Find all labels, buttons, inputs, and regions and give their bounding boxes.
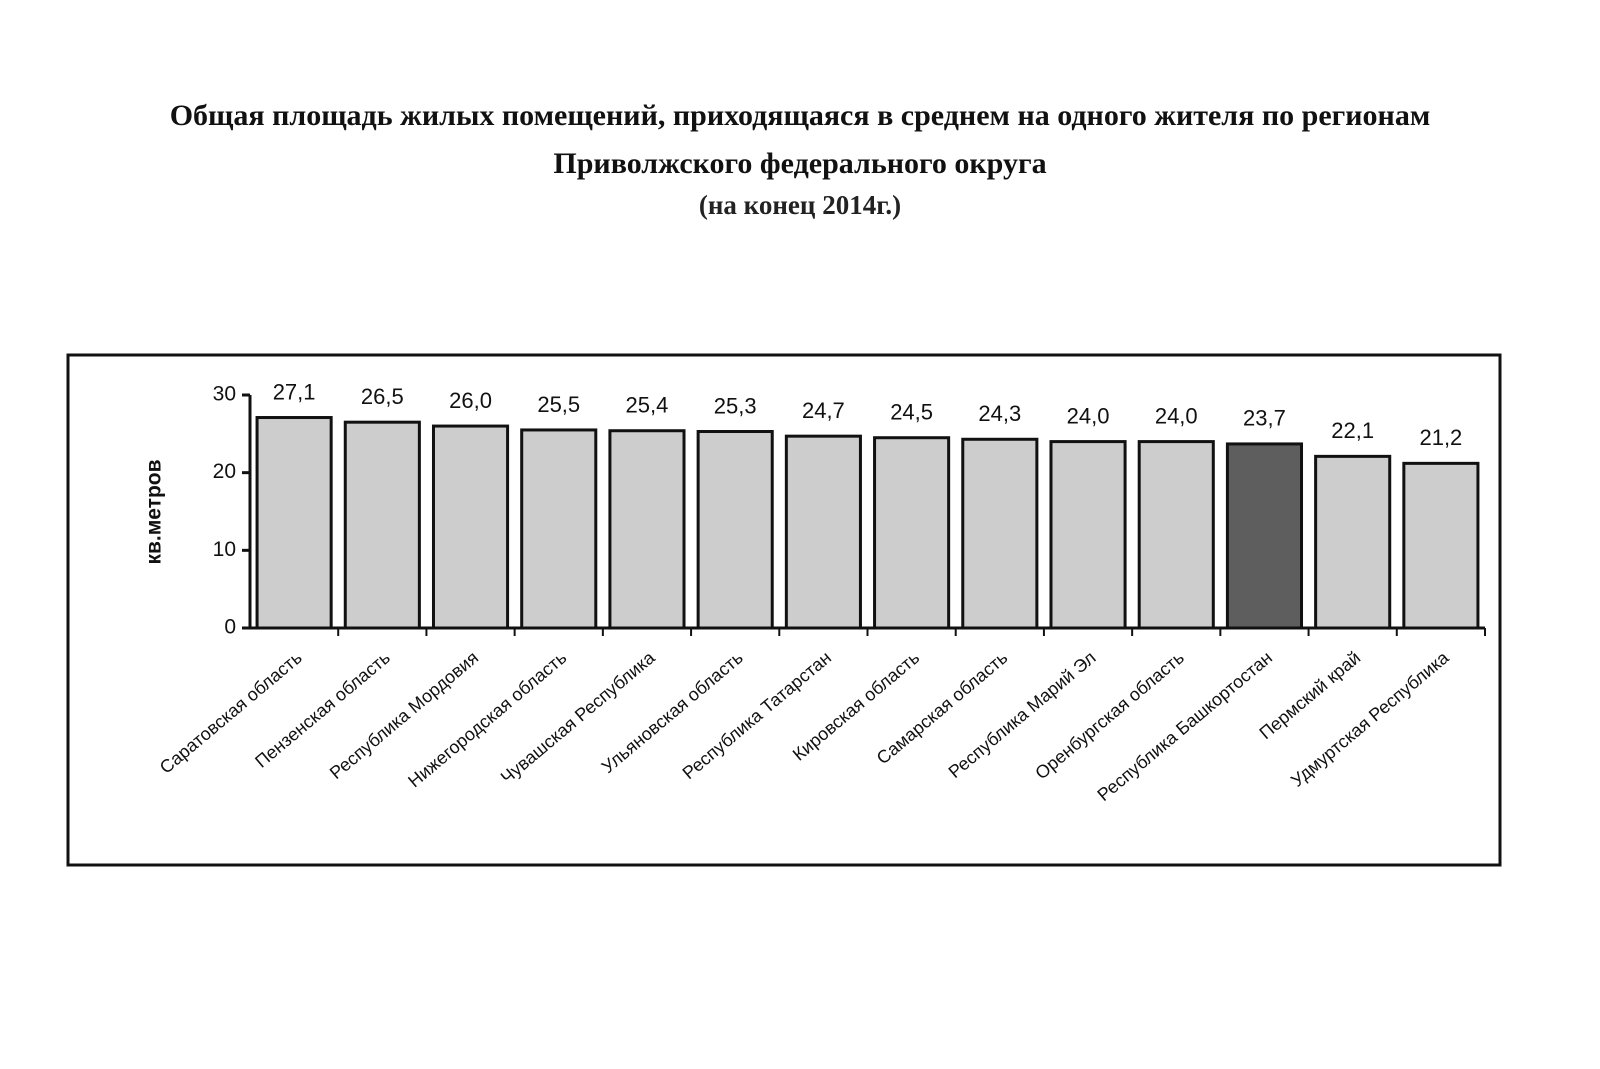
x-tick-label: Саратовская область xyxy=(156,647,306,777)
value-label: 23,7 xyxy=(1243,406,1286,431)
x-tick-label: Республика Марий Эл xyxy=(945,647,1100,782)
value-label: 24,0 xyxy=(1155,403,1198,428)
y-tick-label: 30 xyxy=(213,383,236,406)
x-tick-label: Нижегородская область xyxy=(404,647,570,791)
value-label: 24,7 xyxy=(802,398,845,423)
value-label: 26,0 xyxy=(449,388,492,413)
value-label: 22,1 xyxy=(1331,418,1374,443)
y-tick-label: 20 xyxy=(213,460,236,483)
x-tick-label: Республика Татарстан xyxy=(679,647,835,783)
y-tick-label: 10 xyxy=(213,538,236,561)
x-tick-label: Республика Башкортостан xyxy=(1094,647,1277,805)
chart-subtitle: (на конец 2014г.) xyxy=(698,190,902,220)
bar xyxy=(431,424,510,630)
value-label: 21,2 xyxy=(1419,425,1462,450)
value-label: 24,5 xyxy=(890,400,933,425)
bar xyxy=(696,430,774,630)
bar xyxy=(784,434,862,630)
x-tick-label: Ульяновская область xyxy=(598,647,747,777)
x-tick-label: Удмуртская Республика xyxy=(1287,647,1453,791)
bar xyxy=(1049,440,1127,630)
value-label: 25,5 xyxy=(537,392,580,417)
bar xyxy=(1402,461,1480,630)
y-tick-label: 0 xyxy=(224,616,236,639)
value-label: 24,3 xyxy=(978,401,1021,426)
x-tick-label: Оренбургская область xyxy=(1031,647,1188,783)
bar xyxy=(873,436,951,630)
bar xyxy=(1137,440,1215,630)
bar xyxy=(343,420,421,630)
value-label: 26,5 xyxy=(361,384,404,409)
chart-frame xyxy=(66,353,1502,867)
bar xyxy=(1225,442,1304,630)
chart-title: Общая площадь жилых помещений, приходяща… xyxy=(169,99,1431,180)
x-tick-label: Республика Мордовия xyxy=(326,647,482,783)
value-label: 24,0 xyxy=(1067,403,1110,428)
x-tick-label: Чувашская Республика xyxy=(497,647,659,788)
bar xyxy=(608,429,686,630)
bar xyxy=(1314,454,1392,630)
bar xyxy=(520,428,598,630)
value-label: 25,3 xyxy=(714,393,757,418)
y-axis-label: кв.метров xyxy=(143,459,166,564)
bar xyxy=(961,437,1039,630)
value-label: 27,1 xyxy=(273,379,316,404)
bar xyxy=(255,416,333,630)
value-label: 25,4 xyxy=(626,393,669,418)
